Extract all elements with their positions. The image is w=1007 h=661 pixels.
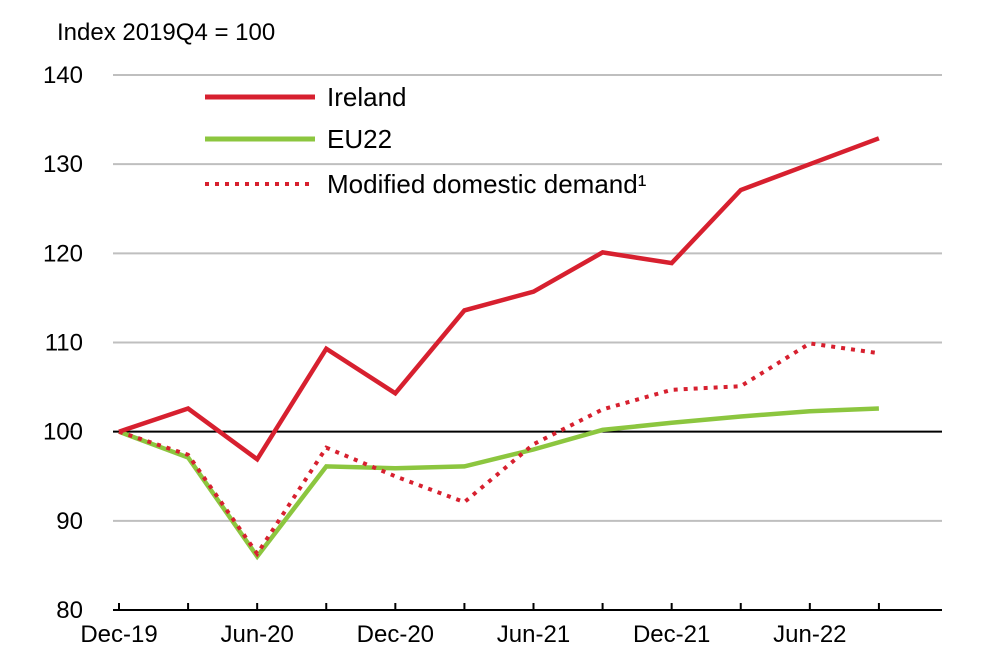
y-tick-label-110: 110 xyxy=(45,330,83,357)
y-tick-label-90: 90 xyxy=(56,508,83,535)
series-line-eu22 xyxy=(118,406,879,561)
y-tick-label-130: 130 xyxy=(43,151,83,178)
legend-label-2: EU22 xyxy=(327,124,392,154)
x-axis-tick-labels: Dec-19 Jun-20 Dec-20 Jun-21 Dec-21 Jun-22 xyxy=(80,621,846,648)
legend-label-1: Ireland xyxy=(327,82,407,112)
series-lines xyxy=(118,136,880,561)
y-tick-label-140: 140 xyxy=(43,62,83,89)
y-axis-tick-labels: 80 90 100 110 120 130 140 xyxy=(43,62,83,624)
x-tick-label-Dec-20: Dec-20 xyxy=(357,621,434,648)
legend-label-3: Modified domestic demand¹ xyxy=(327,169,647,199)
x-tick-label-Dec-21: Dec-21 xyxy=(633,621,710,648)
y-tick-label-120: 120 xyxy=(43,240,83,267)
y-axis-label: Index 2019Q4 = 100 xyxy=(57,19,275,46)
y-tick-label-80: 80 xyxy=(56,597,83,624)
x-tick-label-Jun-20: Jun-20 xyxy=(220,621,293,648)
gridlines xyxy=(113,74,942,522)
y-tick-label-100: 100 xyxy=(43,419,83,446)
legend: Ireland EU22 Modified domestic demand¹ xyxy=(205,82,647,199)
x-tick-label-Jun-21: Jun-21 xyxy=(497,621,570,648)
x-tick-label-Dec-19: Dec-19 xyxy=(80,621,157,648)
series-line-modified-domestic-demand xyxy=(118,341,880,558)
x-tick-label-Jun-22: Jun-22 xyxy=(773,621,846,648)
x-axis xyxy=(113,603,942,611)
series-line-ireland xyxy=(118,136,880,463)
